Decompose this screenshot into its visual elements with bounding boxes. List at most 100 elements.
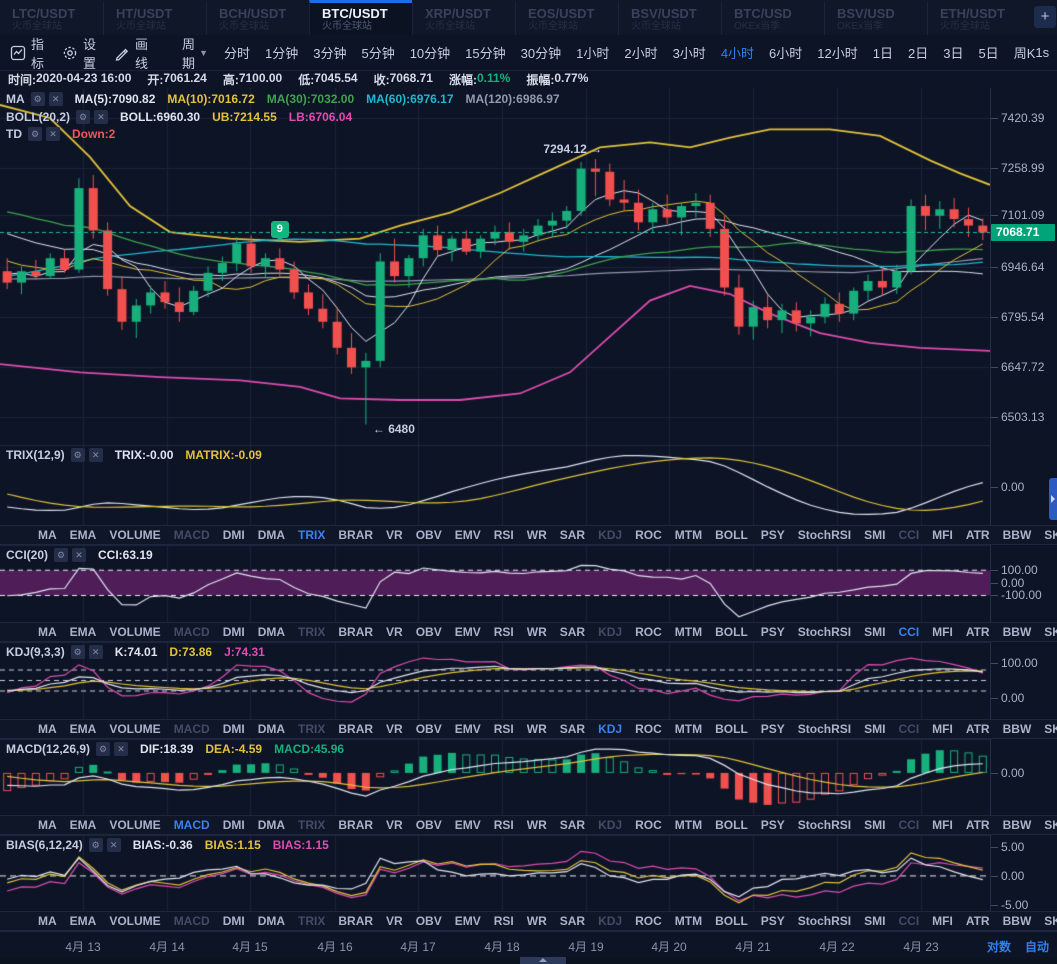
indicator-tab-skdj[interactable]: SKDJ (1044, 914, 1057, 928)
timeframe-1小时[interactable]: 1小时 (576, 46, 610, 61)
indicator-tab-stochrsi[interactable]: StochRSI (797, 722, 852, 736)
indicator-tab-smi[interactable]: SMI (864, 528, 886, 542)
indicator-tab-brar[interactable]: BRAR (338, 625, 374, 639)
indicator-tab-roc[interactable]: ROC (635, 818, 662, 832)
indicator-tab-brar[interactable]: BRAR (338, 914, 374, 928)
indicator-tab-skdj[interactable]: SKDJ (1044, 722, 1057, 736)
close-icon[interactable]: ✕ (88, 645, 103, 659)
indicator-tab-psy[interactable]: PSY (760, 528, 785, 542)
period-dropdown[interactable]: 周期 ▼ (182, 34, 208, 72)
indicator-tab-vr[interactable]: VR (386, 528, 403, 542)
indicator-tab-boll[interactable]: BOLL (715, 722, 748, 736)
indicator-tab-atr[interactable]: ATR (965, 722, 990, 736)
indicator-tab-roc[interactable]: ROC (635, 625, 662, 639)
indicator-tab-volume[interactable]: VOLUME (109, 722, 161, 736)
timeframe-周K[interactable]: 周K (1013, 46, 1036, 61)
indicator-tab-bbw[interactable]: BBW (1002, 528, 1032, 542)
symbol-tab-btc-usdt[interactable]: BTC/USDT 火币全球站 (309, 0, 412, 35)
settings-icon[interactable]: ⚙ (54, 548, 69, 562)
indicator-tab-stochrsi[interactable]: StochRSI (797, 914, 852, 928)
indicator-tab-brar[interactable]: BRAR (338, 528, 374, 542)
indicator-tab-brar[interactable]: BRAR (338, 818, 374, 832)
indicator-tab-sar[interactable]: SAR (559, 818, 586, 832)
indicator-tab-wr[interactable]: WR (526, 818, 547, 832)
indicator-tab-boll[interactable]: BOLL (715, 818, 748, 832)
indicator-tab-ma[interactable]: MA (38, 625, 57, 639)
indicator-tab-mtm[interactable]: MTM (674, 818, 703, 832)
indicator-tab-kdj[interactable]: KDJ (598, 722, 623, 736)
indicator-tab-kdj[interactable]: KDJ (598, 914, 623, 928)
timeframe-15分钟[interactable]: 15分钟 (465, 46, 506, 61)
indicator-tab-psy[interactable]: PSY (760, 625, 785, 639)
indicator-tab-dma[interactable]: DMA (257, 625, 286, 639)
indicator-tab-psy[interactable]: PSY (760, 914, 785, 928)
indicator-tab-dma[interactable]: DMA (257, 722, 286, 736)
indicator-tab-smi[interactable]: SMI (864, 722, 886, 736)
timeframe-分时[interactable]: 分时 (223, 46, 250, 61)
indicator-tab-skdj[interactable]: SKDJ (1044, 528, 1057, 542)
indicator-tab-mtm[interactable]: MTM (674, 625, 703, 639)
indicator-tab-psy[interactable]: PSY (760, 818, 785, 832)
indicator-tab-trix[interactable]: TRIX (298, 818, 326, 832)
indicator-tab-cci[interactable]: CCI (898, 914, 920, 928)
symbol-tab-eth-usdt[interactable]: ETH/USDT 火币全球站 (927, 0, 1030, 35)
settings-icon[interactable]: ⚙ (76, 109, 91, 124)
settings-icon[interactable]: ⚙ (96, 742, 111, 756)
indicator-tab-bbw[interactable]: BBW (1002, 914, 1032, 928)
indicator-tab-dmi[interactable]: DMI (222, 818, 245, 832)
indicator-tab-atr[interactable]: ATR (965, 528, 990, 542)
indicator-tab-emv[interactable]: EMV (454, 625, 481, 639)
indicator-tab-volume[interactable]: VOLUME (109, 914, 161, 928)
indicator-tab-roc[interactable]: ROC (635, 722, 662, 736)
settings-icon[interactable]: ⚙ (70, 645, 85, 659)
indicator-tab-sar[interactable]: SAR (559, 528, 586, 542)
indicator-tab-kdj[interactable]: KDJ (598, 818, 623, 832)
indicator-tab-ema[interactable]: EMA (69, 625, 97, 639)
indicator-tab-mfi[interactable]: MFI (932, 625, 953, 639)
indicator-tab-vr[interactable]: VR (386, 914, 403, 928)
timeframe-10分钟[interactable]: 10分钟 (409, 46, 451, 61)
indicator-tab-psy[interactable]: PSY (760, 722, 785, 736)
indicator-tab-dma[interactable]: DMA (257, 914, 286, 928)
indicator-tab-ema[interactable]: EMA (69, 722, 97, 736)
timeframe-2小时[interactable]: 2小时 (624, 46, 658, 61)
add-symbol-button[interactable]: + (1034, 6, 1056, 28)
settings-icon[interactable]: ⚙ (88, 838, 103, 852)
sidebar-expand-handle[interactable] (1049, 478, 1057, 520)
indicator-tab-boll[interactable]: BOLL (715, 914, 748, 928)
indicator-tab-ema[interactable]: EMA (69, 528, 97, 542)
indicator-tab-trix[interactable]: TRIX (298, 625, 326, 639)
settings-icon[interactable]: ⚙ (30, 92, 45, 106)
timeframe-3分钟[interactable]: 3分钟 (313, 46, 347, 61)
indicator-tab-ema[interactable]: EMA (69, 818, 97, 832)
log-scale-button[interactable]: 对数 (986, 940, 1011, 954)
indicator-tab-trix[interactable]: TRIX (298, 528, 326, 542)
close-icon[interactable]: ✕ (88, 448, 103, 462)
indicator-tab-cci[interactable]: CCI (898, 722, 920, 736)
settings-icon[interactable]: ⚙ (28, 127, 42, 141)
indicator-tab-bbw[interactable]: BBW (1002, 818, 1032, 832)
indicator-tab-mtm[interactable]: MTM (674, 914, 703, 928)
indicator-tab-dmi[interactable]: DMI (222, 914, 245, 928)
indicator-tab-obv[interactable]: OBV (415, 818, 442, 832)
indicator-tab-atr[interactable]: ATR (965, 625, 990, 639)
indicator-tab-boll[interactable]: BOLL (715, 625, 748, 639)
indicator-tab-dmi[interactable]: DMI (222, 722, 245, 736)
symbol-tab-ltc-usdt[interactable]: LTC/USDT 火币全球站 (0, 0, 103, 35)
symbol-tab-btc-usd[interactable]: BTC/USD OKEx当季 (721, 0, 824, 35)
close-icon[interactable]: ✕ (114, 742, 129, 756)
close-icon[interactable]: ✕ (94, 109, 109, 124)
indicator-tab-rsi[interactable]: RSI (493, 722, 514, 736)
timeframe-12小时[interactable]: 12小时 (817, 46, 858, 61)
indicator-tab-mtm[interactable]: MTM (674, 722, 703, 736)
indicator-tab-skdj[interactable]: SKDJ (1044, 625, 1057, 639)
indicator-tab-atr[interactable]: ATR (965, 914, 990, 928)
settings-button[interactable]: 设置 (62, 34, 96, 72)
timeframe-3日[interactable]: 3日 (943, 46, 964, 61)
indicator-tab-atr[interactable]: ATR (965, 818, 990, 832)
indicator-tab-mfi[interactable]: MFI (932, 528, 953, 542)
indicator-tab-bbw[interactable]: BBW (1002, 722, 1032, 736)
timeframe-3小时[interactable]: 3小时 (672, 46, 706, 61)
indicator-tab-wr[interactable]: WR (526, 625, 547, 639)
symbol-tab-eos-usdt[interactable]: EOS/USDT 火币全球站 (515, 0, 618, 35)
